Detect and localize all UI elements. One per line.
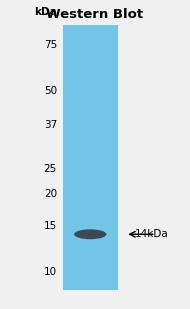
Text: 75: 75 — [44, 40, 57, 50]
Text: 10: 10 — [44, 267, 57, 277]
Text: kDa: kDa — [34, 7, 57, 17]
Ellipse shape — [74, 229, 106, 239]
Bar — [63, 25, 118, 290]
Text: 15: 15 — [44, 222, 57, 231]
Text: 25: 25 — [44, 164, 57, 174]
Text: 37: 37 — [44, 120, 57, 130]
Text: 14kDa: 14kDa — [135, 229, 169, 239]
Text: 50: 50 — [44, 86, 57, 96]
Text: 20: 20 — [44, 189, 57, 199]
Text: Western Blot: Western Blot — [46, 8, 144, 21]
